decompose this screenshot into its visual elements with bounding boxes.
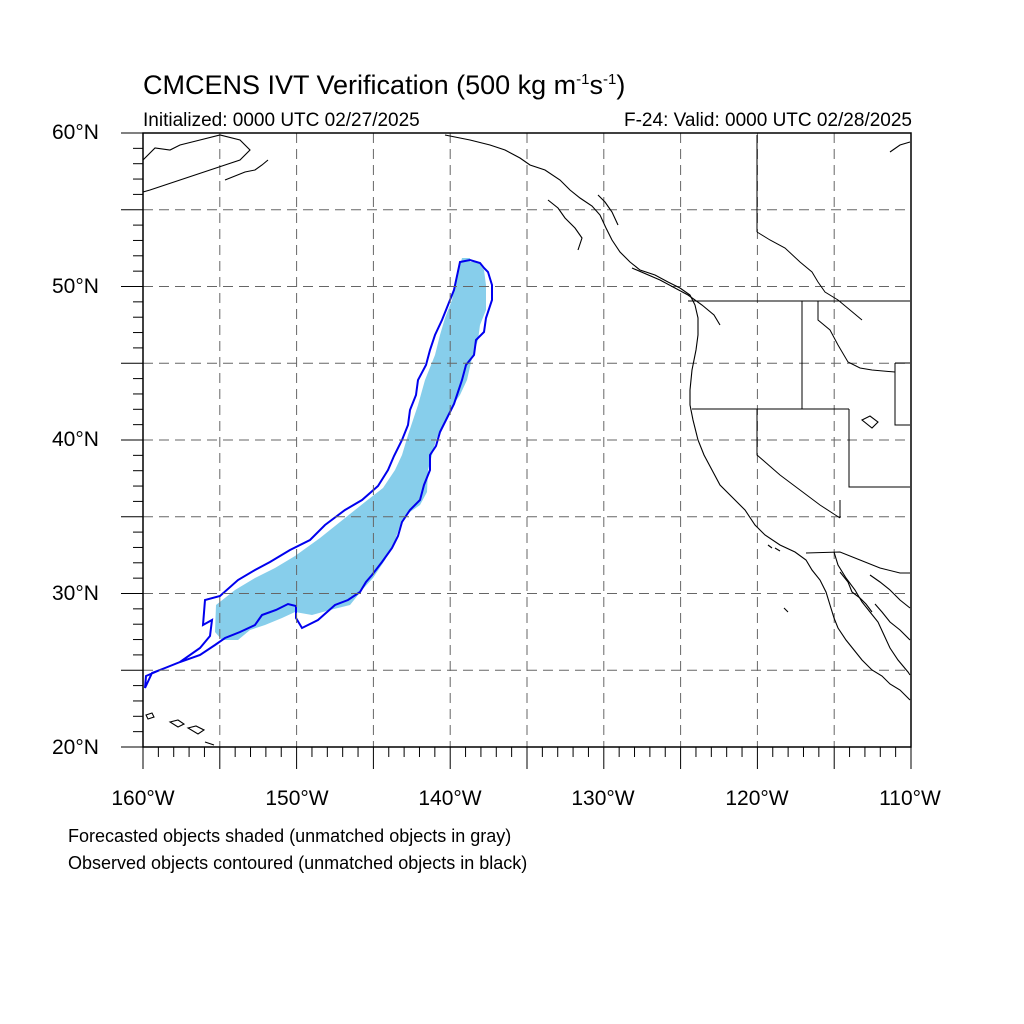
forecast-object bbox=[215, 258, 486, 640]
axis-ticks bbox=[121, 132, 912, 769]
lat-label-30n: 30°N bbox=[52, 582, 99, 605]
lon-label-130w: 130°W bbox=[571, 787, 635, 810]
lon-label-140w: 140°W bbox=[418, 787, 482, 810]
observed-object-contour bbox=[144, 258, 493, 689]
lat-label-60n: 60°N bbox=[52, 121, 99, 144]
lon-label-150w: 150°W bbox=[265, 787, 329, 810]
lat-label-50n: 50°N bbox=[52, 275, 99, 298]
lat-label-40n: 40°N bbox=[52, 428, 99, 451]
observed-note: Observed objects contoured (unmatched ob… bbox=[68, 853, 528, 873]
lat-label-20n: 20°N bbox=[52, 736, 99, 759]
lon-label-160w: 160°W bbox=[111, 787, 175, 810]
graticule bbox=[143, 133, 911, 747]
political-borders bbox=[688, 135, 910, 574]
map-title: CMCENS IVT Verification (500 kg m-1s-1) bbox=[143, 70, 626, 100]
initialized-time: Initialized: 0000 UTC 02/27/2025 bbox=[143, 110, 420, 131]
lon-label-110w: 110°W bbox=[879, 787, 941, 810]
valid-time: F-24: Valid: 0000 UTC 02/28/2025 bbox=[624, 110, 912, 131]
coastlines bbox=[142, 134, 911, 746]
forecast-note: Forecasted objects shaded (unmatched obj… bbox=[68, 826, 512, 846]
lon-label-120w: 120°W bbox=[725, 787, 789, 810]
